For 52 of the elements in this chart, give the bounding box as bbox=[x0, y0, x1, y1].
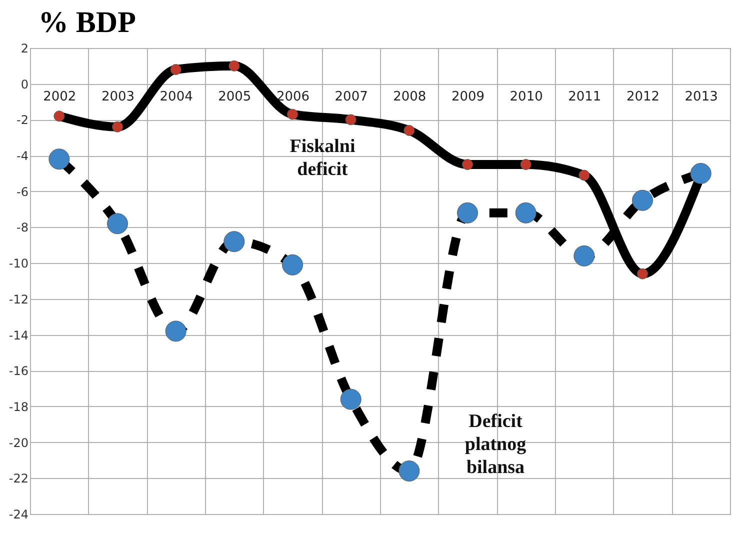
point bbox=[578, 170, 590, 181]
point bbox=[574, 245, 595, 266]
y-tick-label: -24 bbox=[8, 508, 28, 522]
x-tick-label: 2013 bbox=[684, 89, 718, 104]
point bbox=[282, 254, 303, 276]
point bbox=[457, 202, 478, 224]
point bbox=[165, 320, 186, 342]
point bbox=[690, 162, 712, 184]
y-tick-label: -12 bbox=[8, 292, 28, 306]
series-label: Fiskalni deficit bbox=[290, 136, 356, 180]
y-tick-label: -2 bbox=[16, 113, 28, 128]
x-tick-label: 2009 bbox=[451, 89, 485, 104]
point bbox=[637, 268, 648, 280]
y-tick-label: -14 bbox=[8, 328, 28, 342]
y-tick-label: 0 bbox=[20, 77, 28, 92]
point bbox=[398, 460, 420, 482]
point bbox=[404, 124, 415, 136]
x-tick-label: 2002 bbox=[43, 89, 76, 104]
y-tick-label: -4 bbox=[16, 149, 28, 164]
point bbox=[170, 64, 182, 75]
y-tick-label: -16 bbox=[8, 364, 28, 378]
y-tick-label: -22 bbox=[8, 472, 28, 486]
point bbox=[107, 213, 128, 234]
point bbox=[48, 148, 70, 170]
chart-title: % BDP bbox=[38, 6, 136, 39]
point bbox=[462, 159, 473, 170]
y-tick-label: -18 bbox=[8, 400, 28, 414]
point bbox=[112, 121, 123, 132]
series-label: Deficit platnog bilansa bbox=[464, 410, 527, 478]
x-tick-label: 2003 bbox=[101, 89, 135, 104]
point bbox=[520, 159, 532, 170]
point bbox=[515, 202, 536, 224]
x-tick-label: 2007 bbox=[334, 89, 368, 104]
y-tick-label: -6 bbox=[16, 184, 28, 199]
x-tick-label: 2010 bbox=[510, 89, 543, 104]
point bbox=[287, 108, 298, 120]
point bbox=[632, 190, 653, 211]
x-tick-label: 2005 bbox=[218, 89, 252, 104]
point bbox=[224, 231, 245, 252]
x-tick-label: 2008 bbox=[393, 89, 426, 104]
y-tick-label: -10 bbox=[8, 256, 28, 271]
y-tick-label: 2 bbox=[20, 42, 28, 56]
point bbox=[340, 388, 362, 410]
point bbox=[345, 114, 356, 126]
point bbox=[54, 110, 65, 122]
x-tick-label: 2011 bbox=[568, 89, 602, 104]
point bbox=[228, 60, 240, 72]
x-tick-label: 2012 bbox=[626, 89, 660, 104]
x-tick-label: 2004 bbox=[160, 89, 193, 104]
x-tick-label: 2006 bbox=[276, 89, 310, 104]
y-tick-label: -8 bbox=[16, 220, 28, 235]
y-tick-label: -20 bbox=[8, 436, 28, 450]
